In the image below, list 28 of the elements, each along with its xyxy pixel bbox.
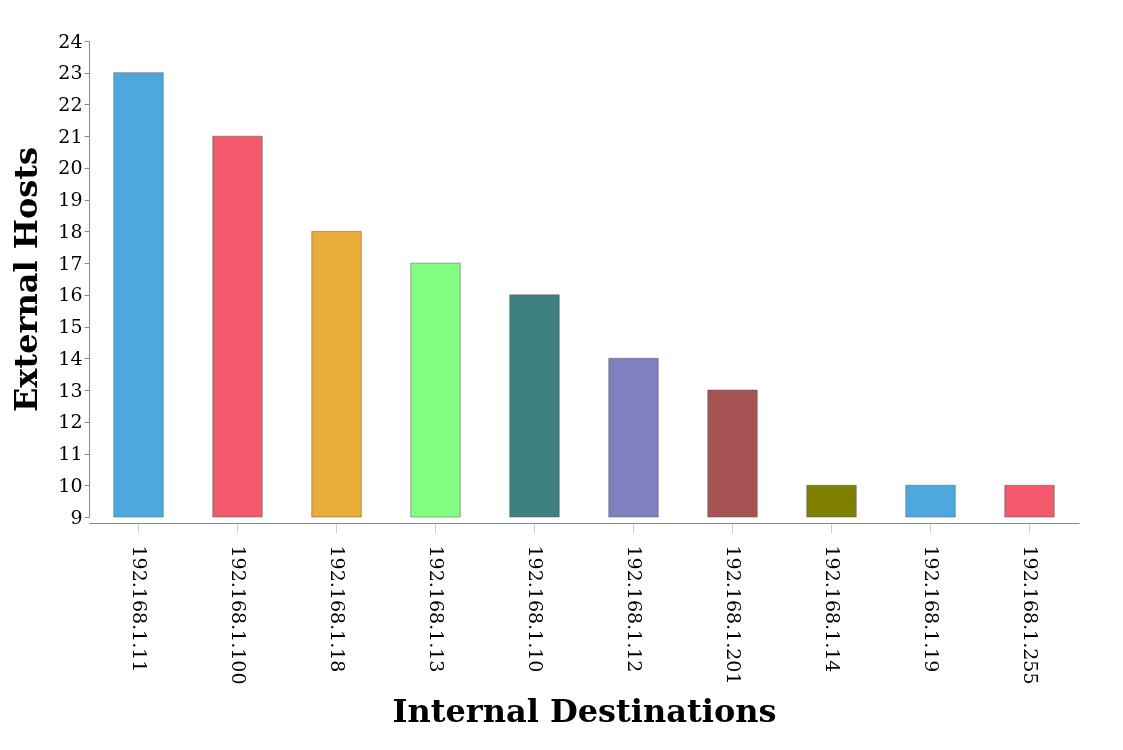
y-tick-label: 15 bbox=[58, 315, 83, 338]
y-tick-label: 23 bbox=[58, 61, 83, 84]
y-tick-label: 20 bbox=[58, 156, 83, 179]
y-tick-label: 17 bbox=[58, 251, 83, 274]
y-axis-title: External Hosts bbox=[7, 146, 46, 413]
x-tick-label: 192.168.1.18 bbox=[326, 545, 349, 673]
x-tick-label: 192.168.1.10 bbox=[524, 545, 547, 673]
y-tick-label: 13 bbox=[58, 378, 83, 401]
y-tick-label: 21 bbox=[58, 124, 83, 147]
y-tick-label: 12 bbox=[58, 410, 83, 433]
x-tick-label: 192.168.1.100 bbox=[227, 545, 250, 685]
y-tick-label: 24 bbox=[58, 29, 83, 52]
y-tick-label: 11 bbox=[58, 442, 83, 465]
x-tick-label: 192.168.1.13 bbox=[425, 545, 448, 673]
x-tick-label: 192.168.1.14 bbox=[821, 545, 844, 673]
y-tick-label: 10 bbox=[58, 473, 83, 496]
x-axis-title: Internal Destinations bbox=[392, 691, 777, 730]
y-tick-label: 19 bbox=[58, 188, 83, 211]
y-tick-label: 9 bbox=[70, 505, 83, 528]
x-tick-label: 192.168.1.19 bbox=[920, 545, 943, 673]
x-tick-label: 192.168.1.255 bbox=[1019, 545, 1042, 685]
y-tick-label: 14 bbox=[58, 346, 83, 369]
y-tick-label: 22 bbox=[58, 92, 83, 115]
x-tick-label: 192.168.1.12 bbox=[623, 545, 646, 673]
y-tick-label: 18 bbox=[58, 219, 83, 242]
x-tick-label: 192.168.1.201 bbox=[722, 545, 745, 685]
x-tick-label: 192.168.1.11 bbox=[128, 545, 151, 673]
y-tick-label: 16 bbox=[58, 283, 83, 306]
